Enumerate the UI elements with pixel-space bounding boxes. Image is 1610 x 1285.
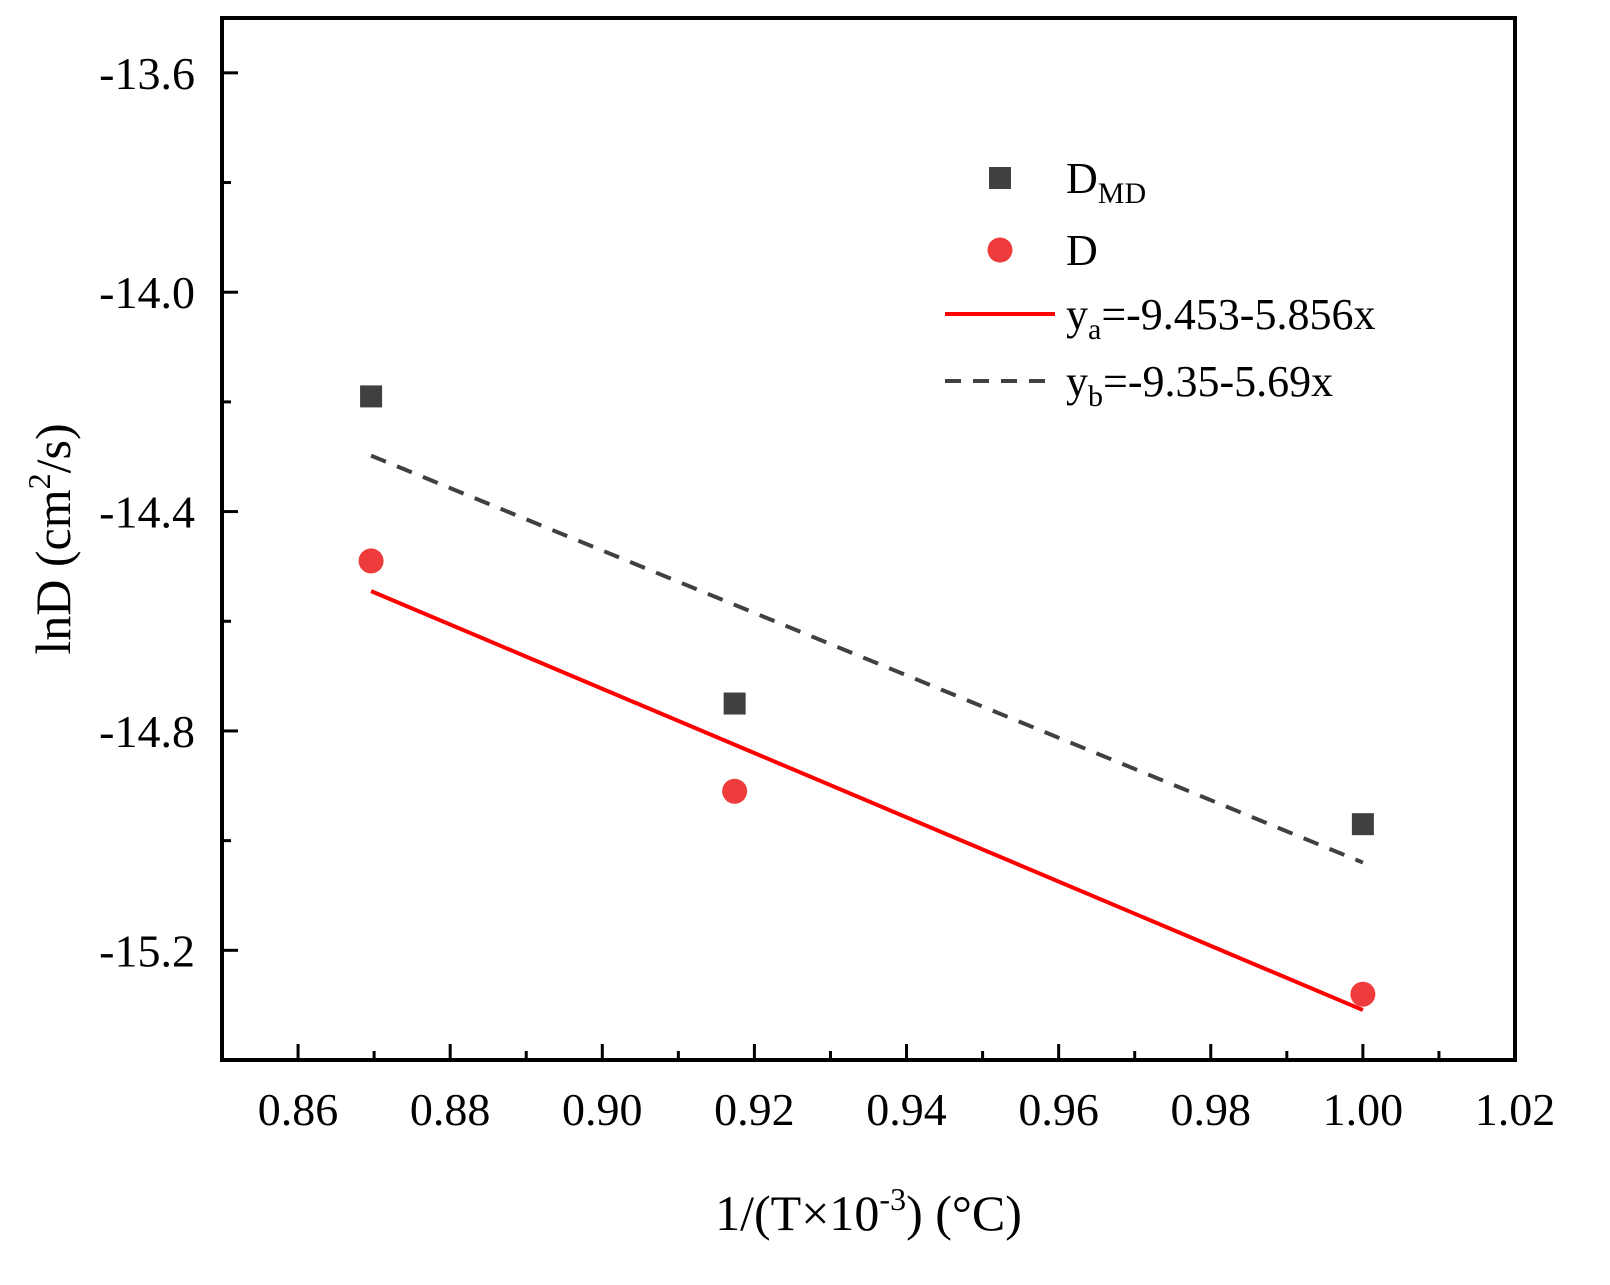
point-dmd	[723, 692, 746, 715]
y-tick-label: -14.4	[99, 487, 195, 538]
fit-line-a	[370, 589, 1364, 1012]
x-tick-label: 0.92	[714, 1084, 795, 1135]
x-axis-title-sup: -3	[879, 1181, 906, 1217]
legend-label-yb: yb=-9.35-5.69x	[1066, 357, 1333, 413]
x-tick-label: 0.86	[258, 1084, 339, 1135]
legend-marker-dmd	[989, 167, 1011, 189]
legend-label-ya-main: y	[1066, 290, 1088, 339]
point-d	[1350, 981, 1376, 1007]
legend-label-yb-sub: b	[1088, 380, 1103, 413]
x-tick-label: 1.02	[1475, 1084, 1556, 1135]
x-axis-ticks: 0.86 0.88 0.90 0.92 0.94 0.96 0.98 1.00 1.02	[220, 1044, 1556, 1135]
y-axis-title: lnD (cm2/s)	[21, 423, 81, 654]
legend-marker-d	[987, 237, 1013, 263]
x-tick-label: 0.98	[1171, 1084, 1252, 1135]
legend: DMD D ya=-9.453-5.856x yb=-9.35-5.69x	[945, 154, 1375, 413]
x-axis-title-prefix: 1/(T×10	[715, 1185, 879, 1241]
legend-label-d-main: D	[1066, 226, 1098, 275]
x-tick-label: 1.00	[1323, 1084, 1404, 1135]
legend-label-yb-main: y	[1066, 357, 1088, 406]
y-axis-title-prefix: lnD (cm	[25, 489, 81, 654]
legend-label-dmd: DMD	[1066, 154, 1146, 210]
fit-line-b	[370, 453, 1364, 865]
plot-frame	[220, 16, 1517, 1062]
x-tick-label: 0.96	[1018, 1084, 1099, 1135]
legend-label-d: D	[1066, 226, 1098, 275]
x-tick-label: 0.90	[562, 1084, 643, 1135]
y-tick-label: -15.2	[99, 925, 195, 976]
x-tick-label: 0.88	[410, 1084, 491, 1135]
data-points	[358, 385, 1376, 1007]
y-tick-label: -14.8	[99, 706, 195, 757]
y-tick-label: -13.6	[99, 48, 195, 99]
legend-label-yb-rest: =-9.35-5.69x	[1103, 357, 1333, 406]
point-dmd	[360, 385, 383, 408]
y-axis-title-sup: 2	[21, 473, 57, 489]
legend-label-ya-rest: =-9.453-5.856x	[1101, 290, 1375, 339]
x-axis-title-suffix: ) (°C)	[906, 1185, 1022, 1241]
y-tick-label: -14.0	[99, 267, 195, 318]
point-dmd	[1351, 813, 1374, 836]
legend-label-ya-sub: a	[1088, 313, 1101, 346]
x-tick-label: 0.94	[866, 1084, 947, 1135]
y-axis-ticks: -13.6 -14.0 -14.4 -14.8 -15.2	[99, 48, 238, 1062]
point-d	[722, 778, 748, 804]
legend-label-dmd-sub: MD	[1098, 177, 1146, 210]
y-axis-title-suffix: /s)	[25, 423, 81, 473]
point-d	[358, 548, 384, 574]
legend-label-ya: ya=-9.453-5.856x	[1066, 290, 1375, 346]
x-axis-title: 1/(T×10-3) (°C)	[715, 1181, 1022, 1241]
fit-lines	[370, 453, 1364, 1012]
legend-label-dmd-main: D	[1066, 154, 1098, 203]
